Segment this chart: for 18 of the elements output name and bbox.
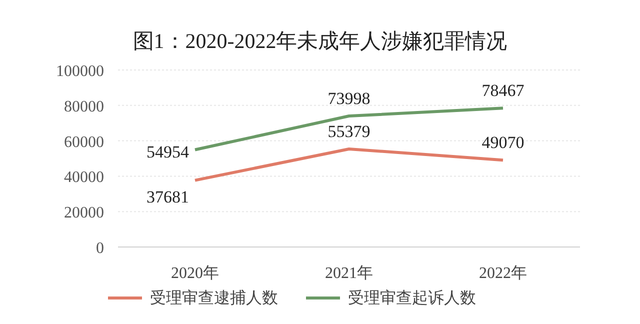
legend-label: 受理审查起诉人数	[348, 289, 476, 307]
data-label: 49070	[482, 133, 524, 152]
data-label: 37681	[146, 187, 189, 206]
data-label: 55379	[328, 122, 370, 141]
y-tick-label: 80000	[64, 98, 104, 116]
y-tick-label: 100000	[56, 63, 104, 80]
x-tick-label: 2021年	[325, 265, 373, 282]
x-tick-label: 2020年	[171, 265, 219, 282]
x-tick-label: 2022年	[479, 265, 527, 282]
chart-title: 图1：2020-2022年未成年人涉嫌犯罪情况	[132, 29, 508, 53]
data-label: 54954	[146, 142, 190, 162]
y-tick-label: 60000	[64, 134, 104, 151]
y-tick-label: 0	[96, 240, 104, 257]
legend-label: 受理审查逮捕人数	[150, 289, 278, 307]
y-tick-label: 40000	[64, 169, 104, 186]
data-label: 78467	[482, 81, 525, 100]
data-label: 73998	[328, 89, 370, 108]
y-tick-label: 20000	[64, 204, 104, 222]
